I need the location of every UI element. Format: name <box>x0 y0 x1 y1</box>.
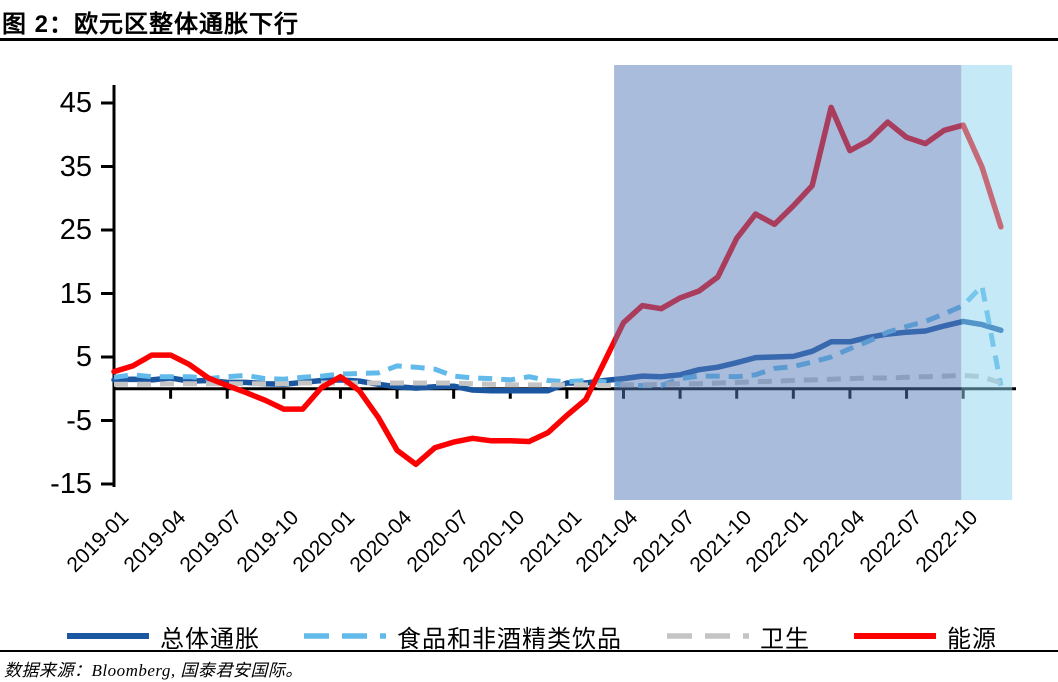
y-tick-label: 35 <box>59 150 92 183</box>
y-tick-label: 5 <box>75 341 92 373</box>
legend-item-energy: 能源 <box>852 622 997 653</box>
y-tick-label: 45 <box>59 87 92 119</box>
legend-label-energy: 能源 <box>947 625 997 653</box>
legend-item-headline: 总体通胀 <box>65 622 260 653</box>
legend-label-headline: 总体通胀 <box>160 625 260 653</box>
legend-item-food-nonalcoholic-beverages: 食品和非酒精类饮品 <box>302 622 622 653</box>
data-source-note: 数据来源：Bloomberg, 国泰君安国际。 <box>4 661 303 680</box>
figure-title: 图 2：欧元区整体通胀下行 <box>2 11 300 38</box>
legend-swatch-headline <box>67 633 149 639</box>
cyan-shaded-period <box>961 65 1013 500</box>
blue-shaded-period <box>614 65 962 500</box>
legend-label-health: 卫生 <box>760 625 810 653</box>
y-tick-label: 25 <box>59 214 92 246</box>
legend-swatch-food-nonalcoholic-beverages <box>304 633 386 639</box>
legend-label-food-nonalcoholic-beverages: 食品和非酒精类饮品 <box>397 625 622 653</box>
title-divider <box>0 38 1058 41</box>
y-tick-label: -5 <box>66 404 92 437</box>
footer-divider <box>0 650 1058 652</box>
legend-item-health: 卫生 <box>665 622 810 653</box>
y-tick-label: 15 <box>59 277 92 310</box>
legend-swatch-energy <box>854 633 936 639</box>
legend-swatch-health <box>667 633 749 639</box>
y-tick-label: -15 <box>50 468 92 500</box>
